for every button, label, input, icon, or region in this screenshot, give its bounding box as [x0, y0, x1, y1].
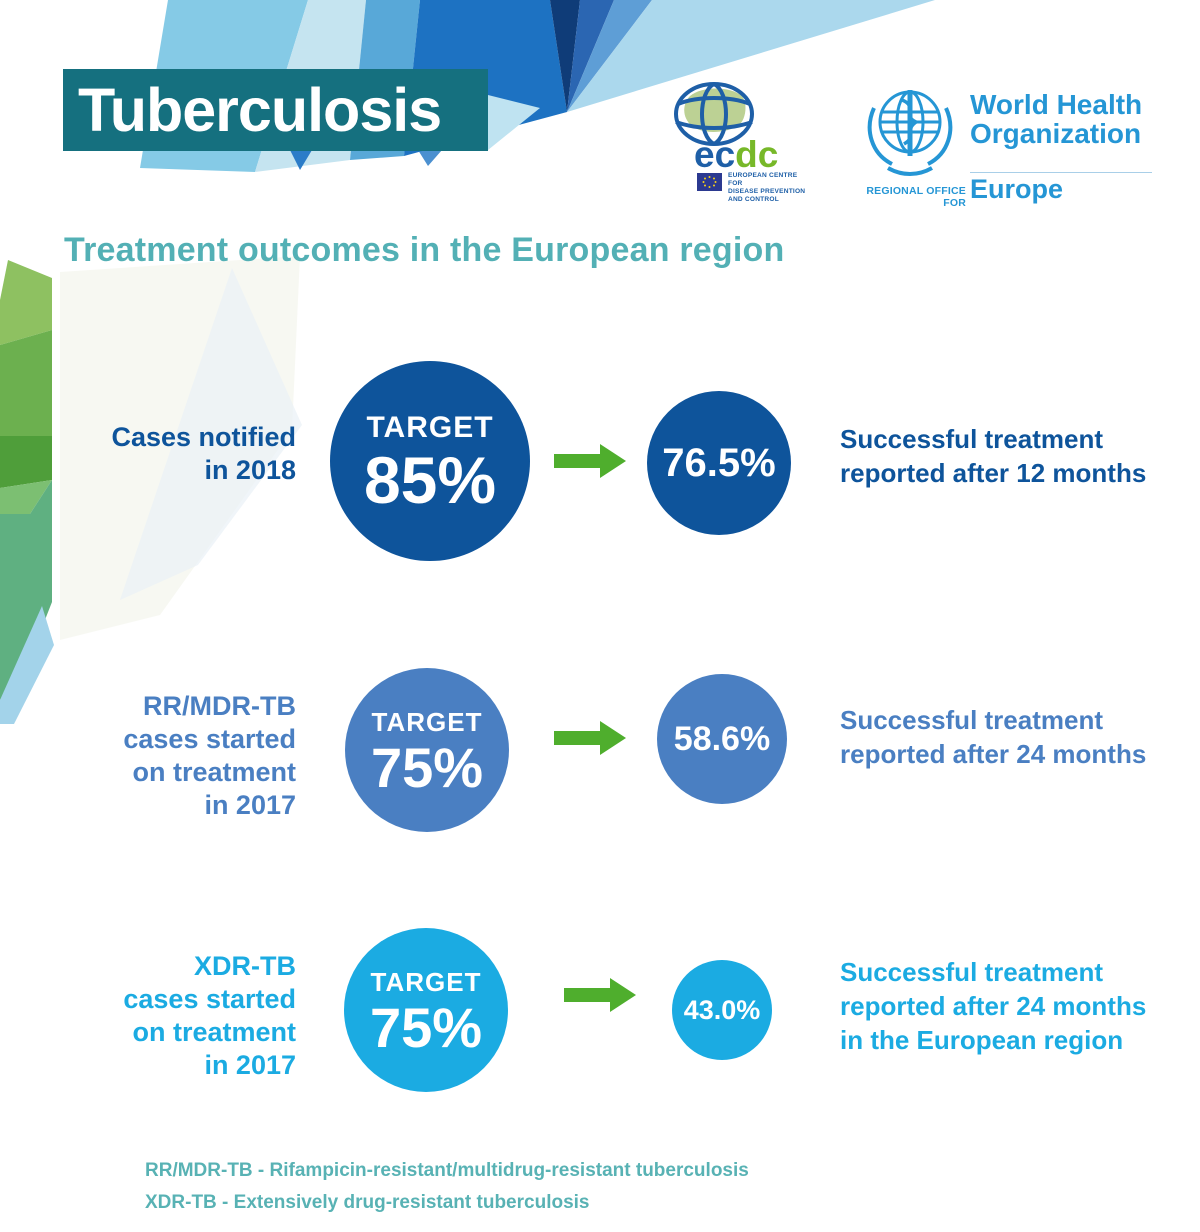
target-circle: TARGET 85% [330, 361, 530, 561]
row-description: Successful treatment reported after 12 m… [840, 424, 1147, 488]
ecdc-logo: ecdc EUROPEAN CENTRE FOR DISEASE PREVENT… [668, 82, 808, 203]
page-subtitle: Treatment outcomes in the European regio… [64, 231, 785, 269]
result-value: 43.0% [683, 994, 761, 1025]
who-divider [970, 172, 1152, 173]
page-title: Tuberculosis [78, 76, 442, 144]
target-circle: TARGET 75% [345, 668, 509, 832]
arrow-right-icon [564, 978, 636, 1012]
result-circle: 76.5% [647, 391, 791, 535]
result-circle: 58.6% [657, 674, 787, 804]
footnote-xdr-tb: XDR-TB - Extensively drug-resistant tube… [145, 1192, 590, 1213]
row-label: XDR-TB cases started on treatment in 201… [123, 951, 296, 1080]
target-caption: TARGET [371, 706, 483, 737]
row-description: Successful treatment reported after 24 m… [840, 705, 1147, 769]
result-value: 58.6% [673, 719, 771, 758]
result-circle: 43.0% [672, 960, 772, 1060]
target-value: 85% [363, 443, 497, 517]
who-emblem-icon [867, 90, 953, 176]
row-label: RR/MDR-TB cases started on treatment in … [123, 691, 296, 820]
arrow-right-icon [554, 444, 626, 478]
title-banner: Tuberculosis [63, 69, 488, 151]
ecdc-globe-icon [674, 82, 754, 146]
eu-flag-icon [697, 173, 722, 191]
who-name: World Health Organization [970, 89, 1143, 149]
footnote-rr-mdr-tb: RR/MDR-TB - Rifampicin-resistant/multidr… [145, 1160, 749, 1181]
who-logo: World Health Organization REGIONAL OFFIC… [858, 78, 1158, 209]
row-label: Cases notified in 2018 [111, 422, 296, 485]
ecdc-wordmark: ecdc [694, 134, 779, 175]
ecdc-tagline: EUROPEAN CENTRE FOR DISEASE PREVENTION A… [728, 172, 806, 203]
target-caption: TARGET [370, 966, 482, 997]
who-office-region: Europe [970, 174, 1064, 204]
target-circle: TARGET 75% [344, 928, 508, 1092]
target-value: 75% [370, 735, 484, 799]
who-office-prefix: REGIONAL OFFICE FOR [866, 185, 966, 209]
arrow-right-icon [554, 721, 626, 755]
row-description: Successful treatment reported after 24 m… [840, 957, 1147, 1055]
target-value: 75% [369, 995, 483, 1059]
target-caption: TARGET [366, 411, 494, 444]
result-value: 76.5% [662, 440, 776, 485]
